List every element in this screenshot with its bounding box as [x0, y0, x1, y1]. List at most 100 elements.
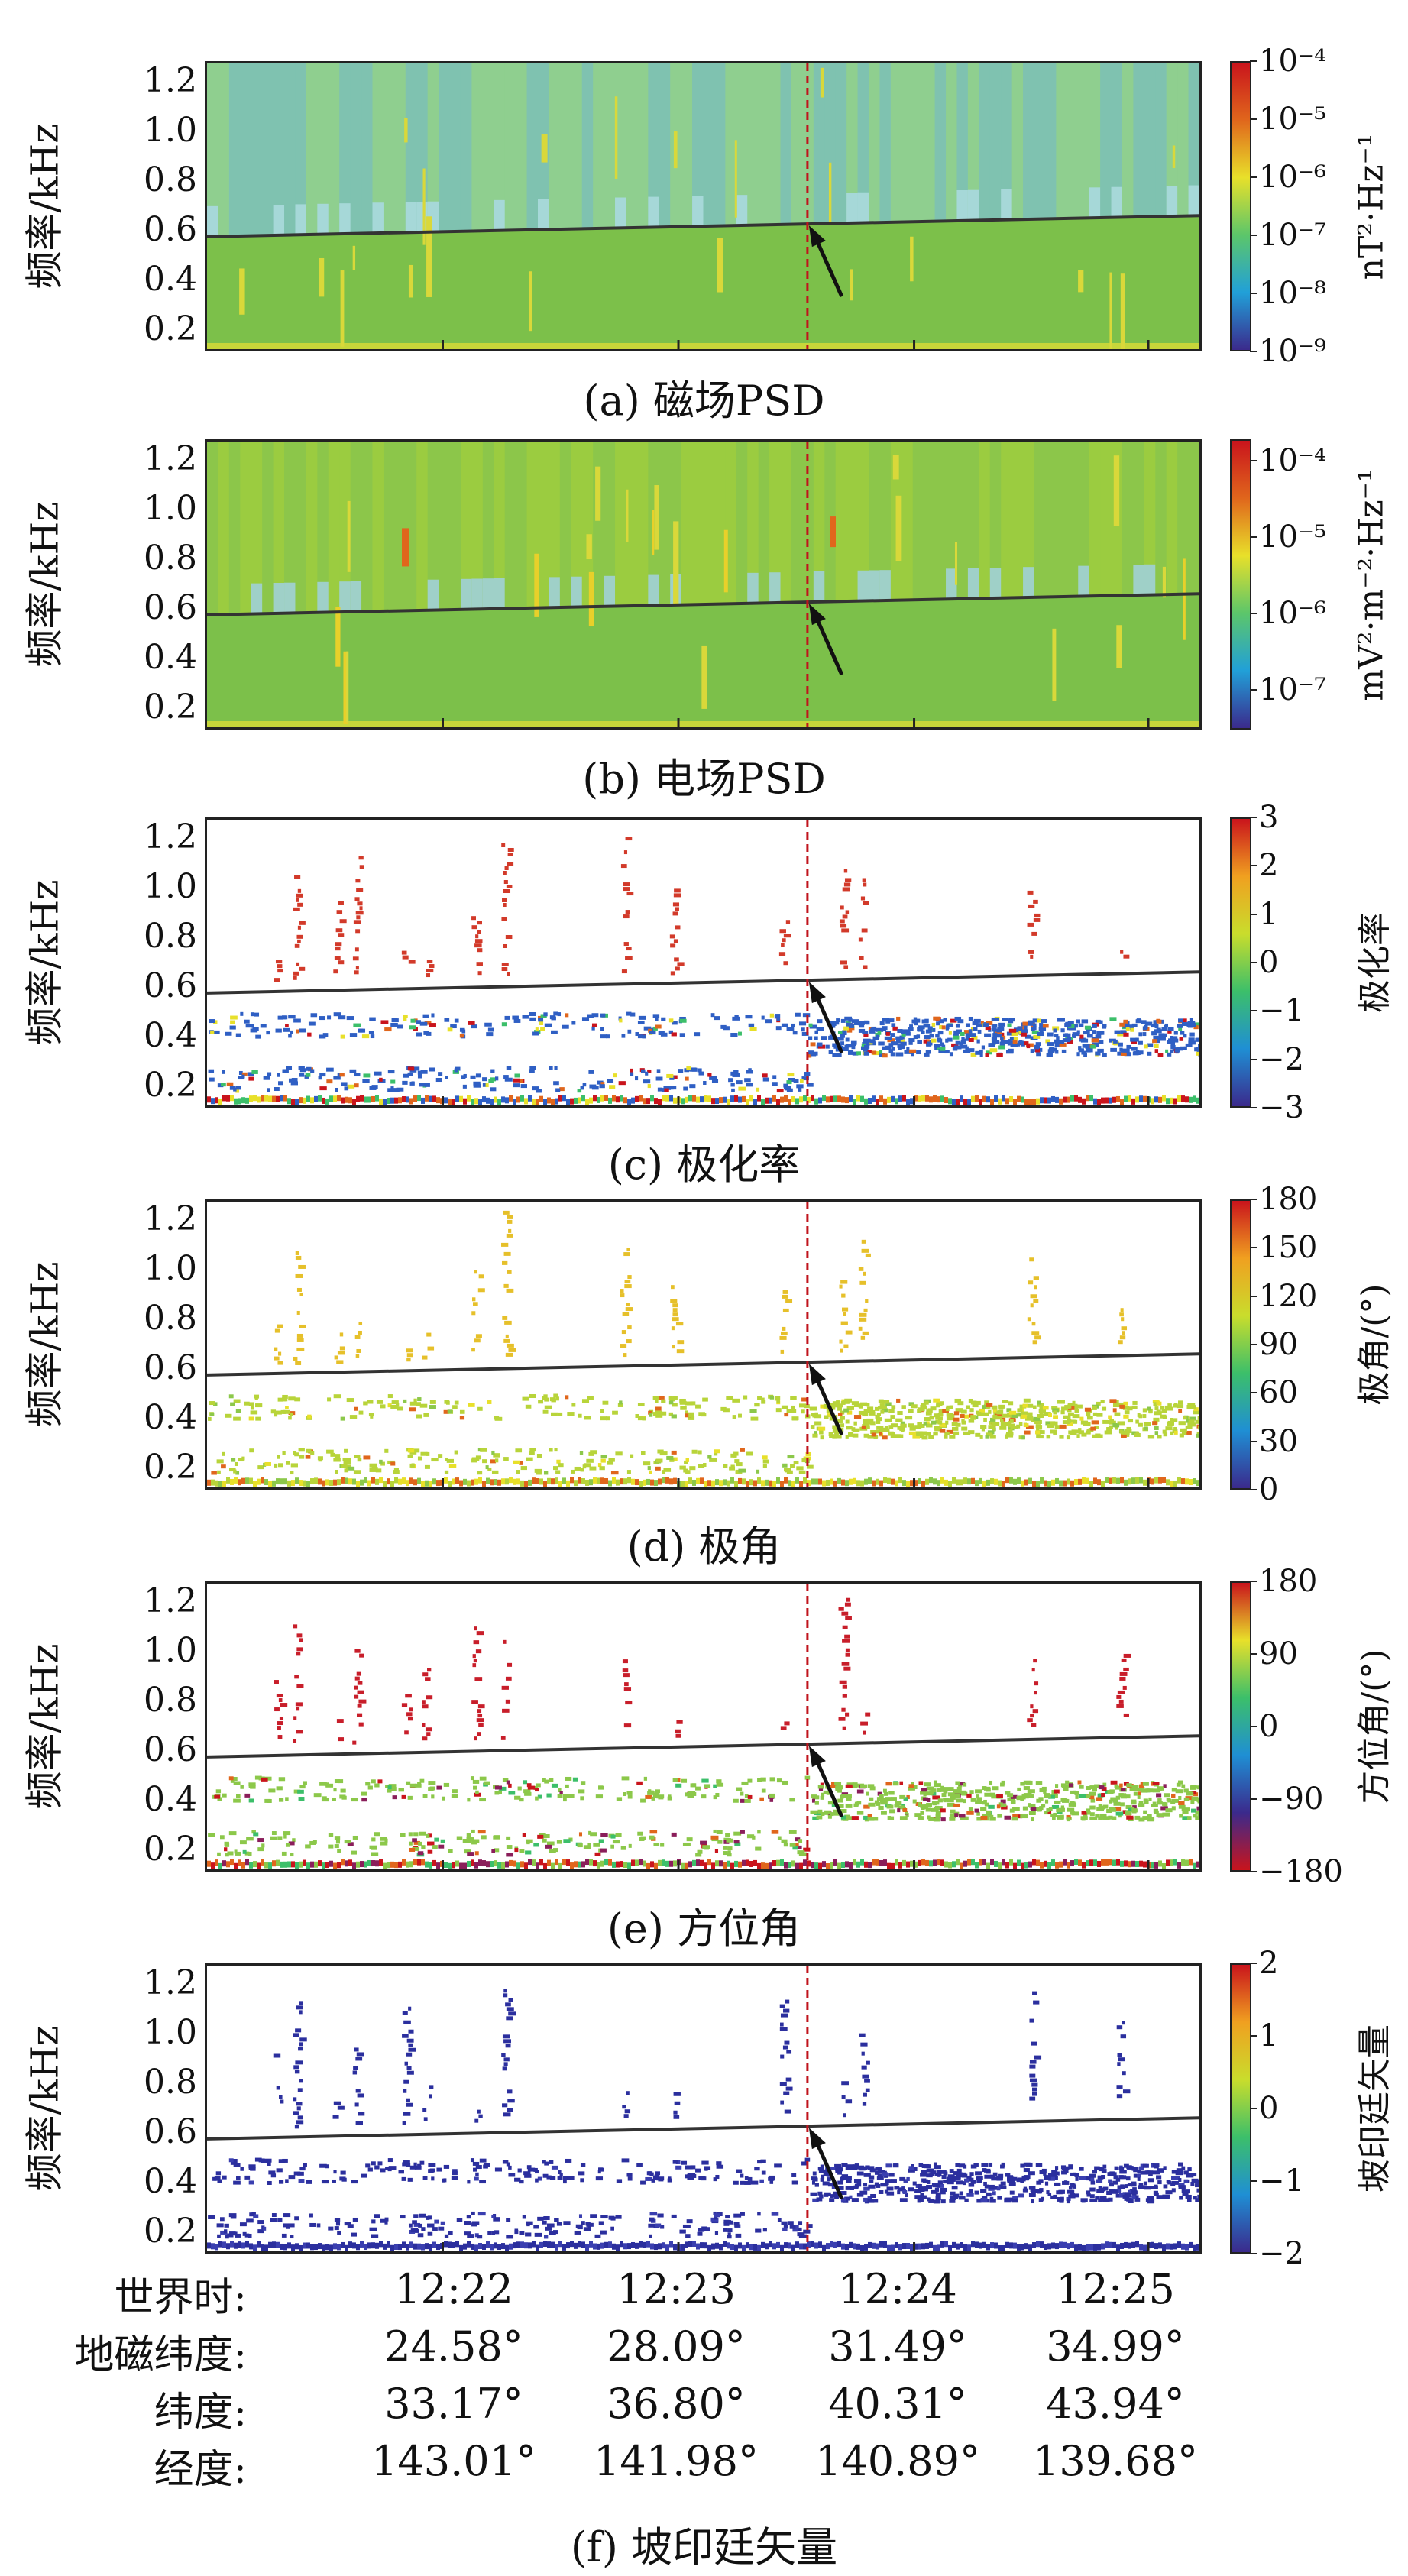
heatmap-cell [843, 882, 851, 887]
heatmap-cell [979, 1477, 982, 1484]
panel-azimuth: 频率/kHz 1.2 1.0 0.8 0.6 0.4 0.2 180 90 0 … [0, 1566, 1408, 1953]
heatmap-cell [867, 2196, 872, 2200]
heatmap-cell [239, 1840, 247, 1845]
heatmap-cell [890, 1033, 895, 1037]
heatmap-cell [425, 1677, 431, 1681]
heatmap-cell [818, 1097, 822, 1104]
heatmap-cell [1043, 1789, 1047, 1794]
heatmap-cell [914, 1095, 918, 1102]
heatmap-cell [1089, 63, 1101, 218]
heatmap-cell [843, 869, 848, 873]
heatmap-cell [674, 2101, 681, 2105]
heatmap-cell [1098, 1816, 1103, 1820]
heatmap-cell [306, 442, 318, 613]
heatmap-cell [862, 1042, 870, 1047]
heatmap-cell [319, 1086, 327, 1091]
heatmap-cell [242, 1849, 247, 1854]
heatmap-cell [840, 1348, 843, 1353]
heatmap-cell [1039, 1023, 1044, 1027]
heatmap-cell [845, 1037, 850, 1042]
heatmap-cell [863, 2186, 870, 2191]
heatmap-cell [961, 1044, 968, 1049]
heatmap-cell [449, 63, 461, 232]
heatmap-cell [1153, 1808, 1158, 1813]
heatmap-cell [666, 1073, 674, 1078]
heatmap-cell [623, 1252, 630, 1257]
heatmap-cell [448, 1481, 452, 1487]
heatmap-cell [879, 442, 892, 601]
heatmap-cell [818, 1044, 826, 1049]
heatmap-cell [549, 721, 561, 727]
heatmap-cell [477, 971, 482, 976]
heatmap-cell [553, 1848, 558, 1853]
heatmap-cell [889, 1809, 895, 1814]
heatmap-cell [671, 1450, 677, 1455]
heatmap-cell [422, 1700, 426, 1704]
heatmap-cell [295, 1251, 299, 1255]
heatmap-cell [1089, 2194, 1095, 2199]
heatmap-cell [393, 1470, 400, 1474]
heatmap-cell [1032, 1099, 1036, 1105]
heatmap-cell [924, 1035, 931, 1040]
heatmap-cell [354, 1455, 361, 1459]
heatmap-cell [769, 1097, 772, 1104]
heatmap-cell [975, 1480, 979, 1487]
heatmap-cell [452, 1478, 455, 1485]
y-tick: 0.2 [144, 309, 197, 348]
heatmap-cell [446, 1458, 454, 1463]
heatmap-cell [1054, 1043, 1060, 1047]
heatmap-cell [224, 1847, 228, 1852]
heatmap-cell [482, 63, 494, 231]
heatmap-cell [305, 1844, 311, 1849]
heatmap-cell [1196, 1806, 1199, 1811]
heatmap-cell [626, 892, 634, 896]
heatmap-cell [863, 2092, 867, 2097]
heatmap-cell [1017, 1026, 1023, 1031]
heatmap-cell [947, 1792, 955, 1797]
heatmap-cell [555, 1396, 559, 1401]
heatmap-cell [827, 1814, 832, 1819]
heatmap-cell [478, 1099, 482, 1105]
heatmap-cell [841, 1861, 845, 1868]
heatmap-cell [1144, 343, 1156, 349]
heatmap-cell [500, 1736, 506, 1740]
heatmap-cell [885, 1797, 892, 1801]
heatmap-cell [622, 1312, 630, 1316]
heatmap-cell [1178, 1801, 1185, 1805]
heatmap-cell [1028, 1804, 1036, 1808]
heatmap-cell [921, 1788, 927, 1792]
heatmap-cell [636, 63, 649, 228]
heatmap-cell [901, 1030, 906, 1034]
heatmap-cell [932, 1795, 940, 1800]
colorbar-tick: 10⁻⁸ [1249, 276, 1327, 311]
heatmap-cell [600, 1013, 606, 1018]
heatmap-cell [1161, 1027, 1167, 1031]
heatmap-cell [992, 1786, 999, 1791]
heatmap-cell [452, 1789, 458, 1794]
heatmap-cell [589, 1859, 593, 1866]
heatmap-cell [207, 343, 219, 349]
heatmap-cell [608, 1859, 612, 1866]
heatmap-cell [581, 63, 594, 229]
heatmap-cell [891, 1095, 895, 1102]
heatmap-cell [692, 1859, 696, 1866]
heatmap-cell [1110, 1807, 1116, 1812]
heatmap-cell [474, 1270, 477, 1274]
heatmap-cell [630, 1012, 636, 1017]
heatmap-streak [595, 466, 601, 521]
heatmap-cell [520, 1861, 524, 1868]
heatmap-cell [295, 2028, 302, 2033]
heatmap-cell [818, 1478, 822, 1485]
heatmap-cell [310, 1097, 314, 1104]
heatmap-cell [293, 1789, 301, 1794]
heatmap-cell [655, 2171, 661, 2176]
heatmap-cell [261, 1859, 264, 1866]
heatmap-cell [892, 1782, 899, 1786]
heatmap-cell [544, 1779, 549, 1784]
heatmap-cell [577, 1089, 582, 1093]
heatmap-cell [1047, 1481, 1051, 1487]
heatmap-cell [1173, 1036, 1178, 1040]
heatmap-cell [929, 1034, 934, 1038]
heatmap-cell [960, 1479, 963, 1486]
heatmap-cell [486, 1097, 490, 1104]
